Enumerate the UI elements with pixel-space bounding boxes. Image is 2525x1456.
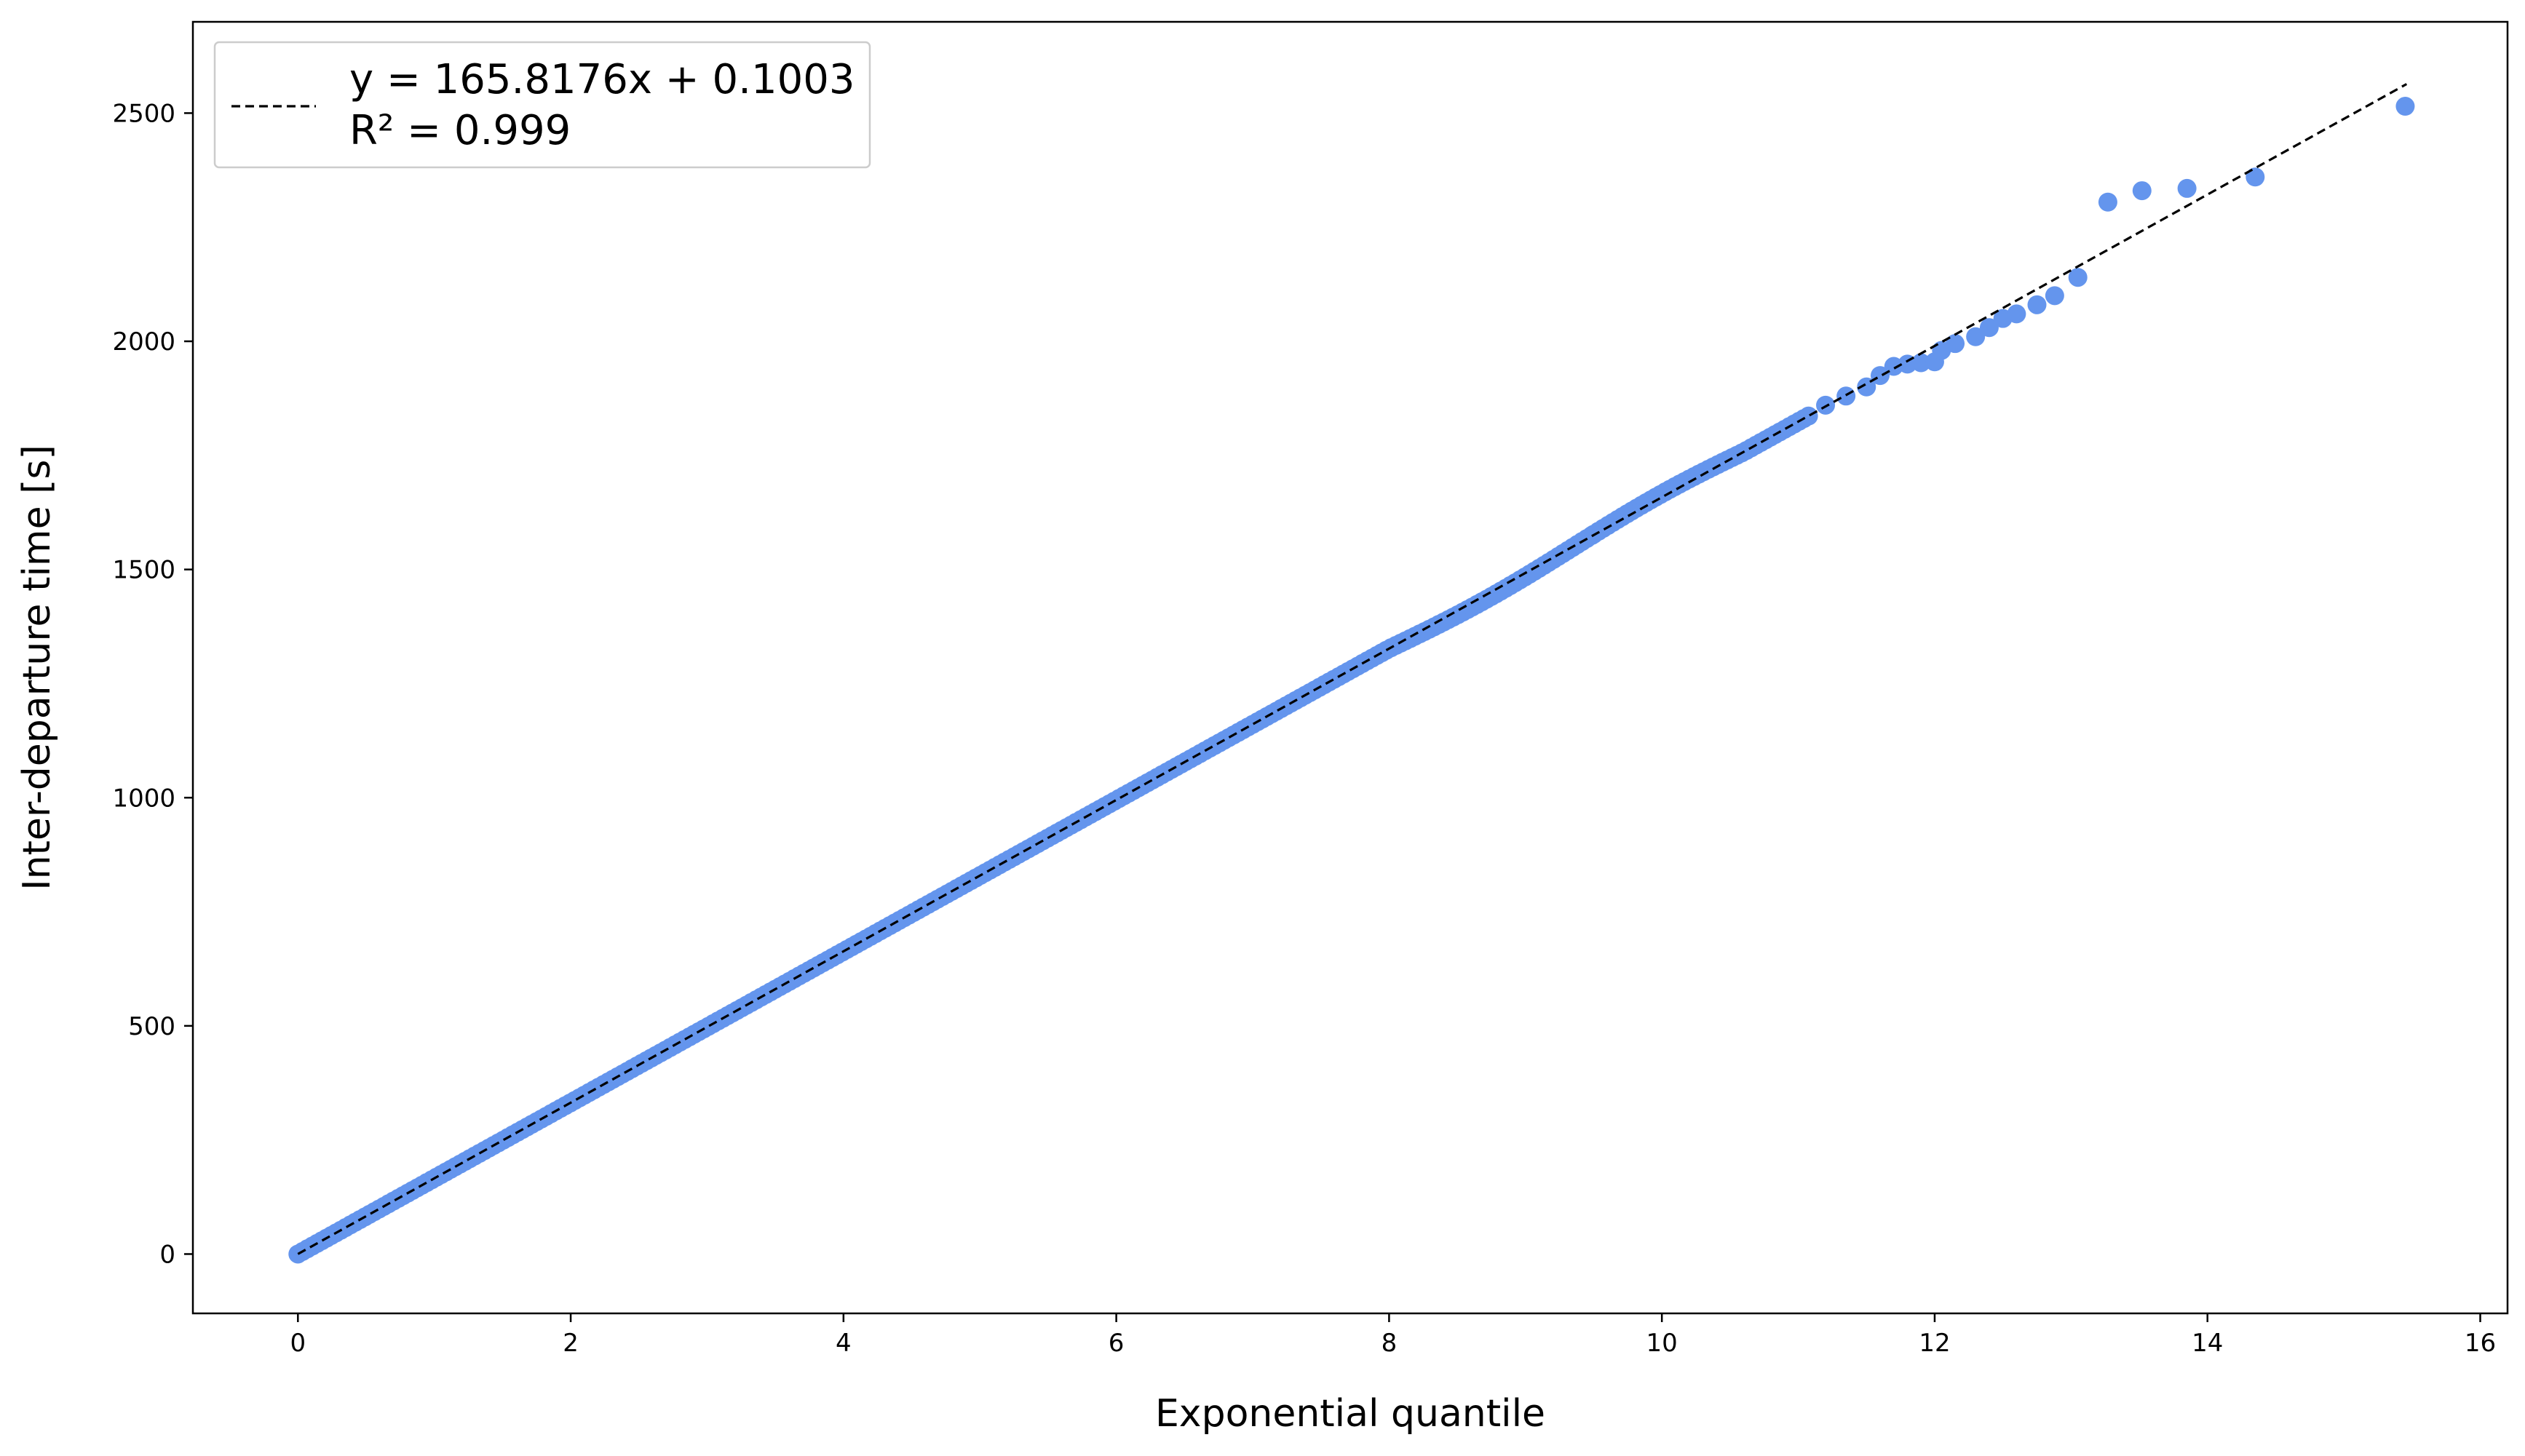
data-point	[2007, 304, 2026, 324]
x-tick-label: 12	[1919, 1329, 1950, 1358]
legend-box	[213, 41, 871, 169]
data-point	[1966, 327, 1986, 346]
x-tick-label: 6	[1109, 1329, 1125, 1358]
x-axis-label: Exponential quantile	[1155, 1392, 1545, 1436]
y-axis-label: Inter-departure time [s]	[15, 445, 59, 891]
y-tick-label: 2500	[112, 99, 175, 128]
legend-r-squared: R² = 0.999	[349, 107, 571, 154]
data-point	[2245, 167, 2265, 187]
data-point	[1836, 386, 1856, 406]
y-axis: 0 500 1000 1500 2000 2500	[112, 99, 193, 1269]
x-tick-label: 10	[1646, 1329, 1678, 1358]
plot-frame	[191, 20, 2509, 1315]
data-point	[2098, 192, 2117, 212]
data-point	[1911, 353, 1931, 373]
data-point	[2177, 178, 2197, 198]
legend-equation: y = 165.8176x + 0.1003	[349, 56, 855, 103]
y-tick-label: 0	[159, 1240, 175, 1269]
y-tick-label: 2000	[112, 327, 175, 357]
data-point	[1799, 406, 1818, 426]
y-tick-label: 1500	[112, 556, 175, 585]
data-point	[2027, 295, 2047, 314]
x-tick-label: 16	[2465, 1329, 2496, 1358]
legend: y = 165.8176x + 0.1003 R² = 0.999	[213, 41, 871, 169]
x-tick-label: 14	[2192, 1329, 2223, 1358]
scatter-points	[288, 97, 2415, 1264]
data-point	[1979, 318, 1999, 338]
data-point	[2395, 97, 2415, 116]
y-tick-label: 1000	[112, 784, 175, 813]
y-tick-label: 500	[128, 1012, 175, 1041]
data-point	[2045, 286, 2064, 306]
x-tick-label: 2	[563, 1329, 579, 1358]
x-tick-label: 0	[290, 1329, 306, 1358]
data-point	[1871, 366, 1890, 386]
data-point	[1946, 334, 1965, 354]
x-tick-label: 8	[1382, 1329, 1398, 1358]
x-axis: 0 2 4 6 8 10 12 14 16	[290, 1313, 2496, 1358]
x-tick-label: 4	[836, 1329, 852, 1358]
fit-line	[297, 83, 2408, 1255]
data-point	[2068, 268, 2088, 287]
data-point	[2132, 181, 2152, 201]
